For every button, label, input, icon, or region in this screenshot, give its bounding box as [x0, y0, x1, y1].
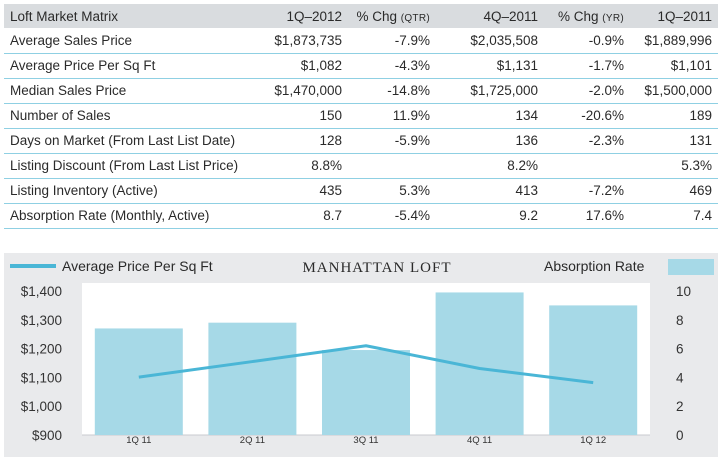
cell-chg-qtr: 5.3% — [348, 178, 436, 204]
cell-1q-2012: $1,082 — [256, 53, 348, 79]
x-tick-label: 4Q 11 — [467, 435, 492, 446]
header-4q-2011: 4Q–2011 — [436, 4, 544, 28]
y-right-tick-label: 2 — [676, 399, 684, 414]
table-body: Average Sales Price $1,873,735 -7.9% $2,035… — [4, 28, 718, 229]
y-right-tick-label: 8 — [676, 313, 684, 328]
cell-chg-yr: -0.9% — [544, 28, 630, 54]
cell-chg-qtr: -4.3% — [348, 53, 436, 79]
y-left-tick-label: $1,100 — [21, 370, 62, 385]
cell-chg-qtr: -5.4% — [348, 203, 436, 229]
chart-title: MANHATTAN LOFT — [302, 260, 451, 276]
cell-4q-2011: 134 — [436, 103, 544, 129]
table-row: Absorption Rate (Monthly, Active) 8.7 -5.4… — [4, 203, 718, 229]
x-tick-label: 3Q 11 — [353, 435, 378, 446]
cell-1q-2011: 5.3% — [630, 153, 718, 179]
y-left-tick-label: $1,400 — [21, 284, 62, 299]
y-right-tick-label: 0 — [676, 428, 684, 443]
table-row: Days on Market (From Last List Date) 128-… — [4, 128, 718, 154]
cell-metric: Days on Market (From Last List Date) — [4, 128, 256, 154]
cell-4q-2011: $1,131 — [436, 53, 544, 79]
cell-1q-2011: 189 — [630, 103, 718, 129]
cell-4q-2011: 136 — [436, 128, 544, 154]
cell-metric: Listing Inventory (Active) — [4, 178, 256, 204]
cell-1q-2011: 469 — [630, 178, 718, 204]
cell-chg-yr: -20.6% — [544, 103, 630, 129]
cell-chg-qtr: -14.8% — [348, 78, 436, 104]
header-1q-2012: 1Q–2012 — [256, 4, 348, 28]
cell-metric: Listing Discount (From Last List Price) — [4, 153, 256, 179]
cell-1q-2011: $1,500,000 — [630, 78, 718, 104]
x-tick-label: 2Q 11 — [240, 435, 265, 446]
cell-chg-yr: 17.6% — [544, 203, 630, 229]
y-right-tick-label: 6 — [676, 342, 684, 357]
table-row: Average Price Per Sq Ft $1,082 -4.3% $1,131… — [4, 53, 718, 79]
cell-1q-2011: 7.4 — [630, 203, 718, 229]
y-left-tick-label: $1,300 — [21, 313, 62, 328]
header-chg-yr: % Chg (YR) — [544, 4, 630, 28]
legend-bar-label: Absorption Rate — [544, 258, 645, 274]
table-row: Median Sales Price $1,470,000 -14.8% $1,725… — [4, 78, 718, 104]
cell-chg-yr: -1.7% — [544, 53, 630, 79]
cell-chg-qtr: -5.9% — [348, 128, 436, 154]
cell-chg-yr: -7.2% — [544, 178, 630, 204]
chart-canvas: 1Q 11 2Q 11 3Q 11 4Q 11 1Q 12 $900 $1,000 $1,10… — [10, 258, 714, 446]
cell-1q-2012: 128 — [256, 128, 348, 154]
y-right-tick-label: 4 — [676, 370, 684, 385]
cell-1q-2012: $1,873,735 — [256, 28, 348, 54]
cell-metric: Median Sales Price — [4, 78, 256, 104]
y-left-tick-label: $1,000 — [21, 399, 62, 414]
cell-4q-2011: $2,035,508 — [436, 28, 544, 54]
header-chg-qtr: % Chg (QTR) — [348, 4, 436, 28]
cell-chg-qtr: 11.9% — [348, 103, 436, 129]
cell-metric: Number of Sales — [4, 103, 256, 129]
bar-absorption-1 — [208, 322, 297, 435]
cell-1q-2011: $1,889,996 — [630, 28, 718, 54]
table-header-row: Loft Market Matrix 1Q–2012 % Chg (QTR) 4… — [4, 4, 718, 28]
cell-chg-yr: -2.3% — [544, 128, 630, 154]
cell-1q-2012: 8.8% — [256, 153, 348, 179]
table-row: Number of Sales 150 11.9% 134 -20.6% 189 — [4, 103, 718, 129]
bar-absorption-2 — [322, 350, 410, 435]
cell-1q-2012: 435 — [256, 178, 348, 204]
table-row: Average Sales Price $1,873,735 -7.9% $2,035… — [4, 28, 718, 54]
bar-absorption-0 — [94, 328, 183, 435]
cell-4q-2011: 413 — [436, 178, 544, 204]
cell-metric: Average Price Per Sq Ft — [4, 53, 256, 79]
table-row: Listing Discount (From Last List Price) 8… — [4, 153, 718, 179]
cell-chg-qtr: -7.9% — [348, 28, 436, 54]
table-row: Listing Inventory (Active) 435 5.3% 413 -7.2… — [4, 178, 718, 204]
cell-1q-2011: 131 — [630, 128, 718, 154]
cell-1q-2012: $1,470,000 — [256, 78, 348, 104]
manhattan-loft-chart: 1Q 11 2Q 11 3Q 11 4Q 11 1Q 12 $900 $1,000 $1,10… — [4, 253, 718, 457]
cell-chg-yr — [544, 153, 630, 179]
cell-1q-2011: $1,101 — [630, 53, 718, 79]
y-right-tick-label: 10 — [676, 284, 691, 299]
cell-metric: Absorption Rate (Monthly, Active) — [4, 203, 256, 229]
x-tick-label: 1Q 12 — [580, 435, 606, 446]
loft-market-matrix-table: Loft Market Matrix 1Q–2012 % Chg (QTR) 4… — [4, 4, 718, 229]
cell-4q-2011: 9.2 — [436, 203, 544, 229]
cell-4q-2011: $1,725,000 — [436, 78, 544, 104]
line-price-per-sqft — [138, 344, 594, 385]
legend-line-label: Average Price Per Sq Ft — [62, 258, 213, 274]
cell-1q-2012: 8.7 — [256, 203, 348, 229]
bar-absorption-4 — [549, 305, 638, 435]
legend-bar-swatch — [668, 259, 714, 275]
x-tick-label: 1Q 11 — [126, 435, 151, 446]
header-1q-2011: 1Q–2011 — [630, 4, 718, 28]
cell-chg-yr: -2.0% — [544, 78, 630, 104]
cell-1q-2012: 150 — [256, 103, 348, 129]
y-left-tick-label: $900 — [32, 428, 62, 443]
y-left-tick-label: $1,200 — [21, 342, 62, 357]
header-metric: Loft Market Matrix — [4, 4, 256, 28]
cell-metric: Average Sales Price — [4, 28, 256, 54]
cell-chg-qtr — [348, 153, 436, 179]
cell-4q-2011: 8.2% — [436, 153, 544, 179]
